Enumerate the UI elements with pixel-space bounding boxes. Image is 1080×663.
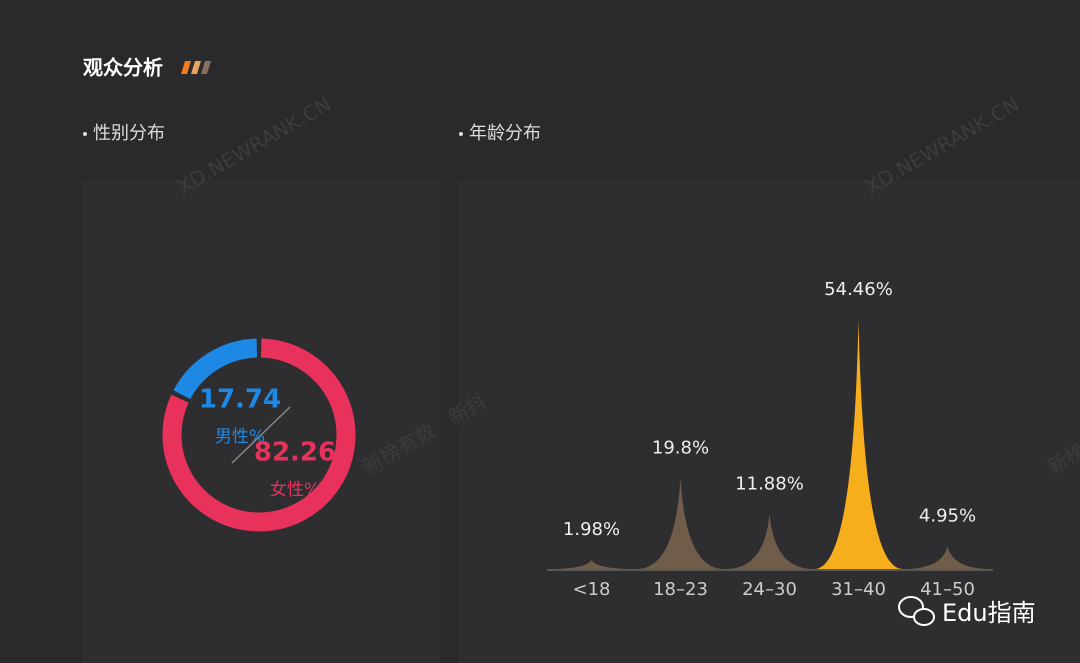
page-title: 观众分析 <box>83 56 163 80</box>
spike <box>903 546 992 569</box>
x-tick-label: 31–40 <box>831 579 886 600</box>
x-tick-label: 24–30 <box>742 579 797 600</box>
bullet <box>83 132 87 136</box>
bullet <box>459 132 463 136</box>
panel <box>458 180 1080 663</box>
value-label: 17.74 <box>199 385 281 415</box>
brand: Edu指南 <box>942 599 1036 627</box>
section-title: 年龄分布 <box>469 123 541 144</box>
title-icon <box>181 61 211 74</box>
spike <box>814 320 903 569</box>
x-tick-label: 18–23 <box>653 579 708 600</box>
x-tick-label: 41–50 <box>920 579 975 600</box>
value-label: 54.46% <box>824 279 893 300</box>
wechat-icon <box>898 596 935 626</box>
legend-label: 男性% <box>215 427 265 447</box>
spike <box>725 514 814 569</box>
panel <box>82 180 440 663</box>
spike <box>636 478 725 569</box>
donut-segment <box>173 338 258 400</box>
divider <box>231 406 291 464</box>
value-label: 1.98% <box>563 519 620 540</box>
x-tick-label: <18 <box>573 579 611 600</box>
value-label: 19.8% <box>652 437 709 458</box>
value-label: 11.88% <box>735 474 804 495</box>
value-label: 82.26 <box>254 438 336 468</box>
legend-label: 女性% <box>270 480 320 500</box>
section-title: 性别分布 <box>93 123 165 144</box>
value-label: 4.95% <box>919 505 976 526</box>
spike <box>547 559 636 569</box>
donut-segment <box>162 338 356 532</box>
